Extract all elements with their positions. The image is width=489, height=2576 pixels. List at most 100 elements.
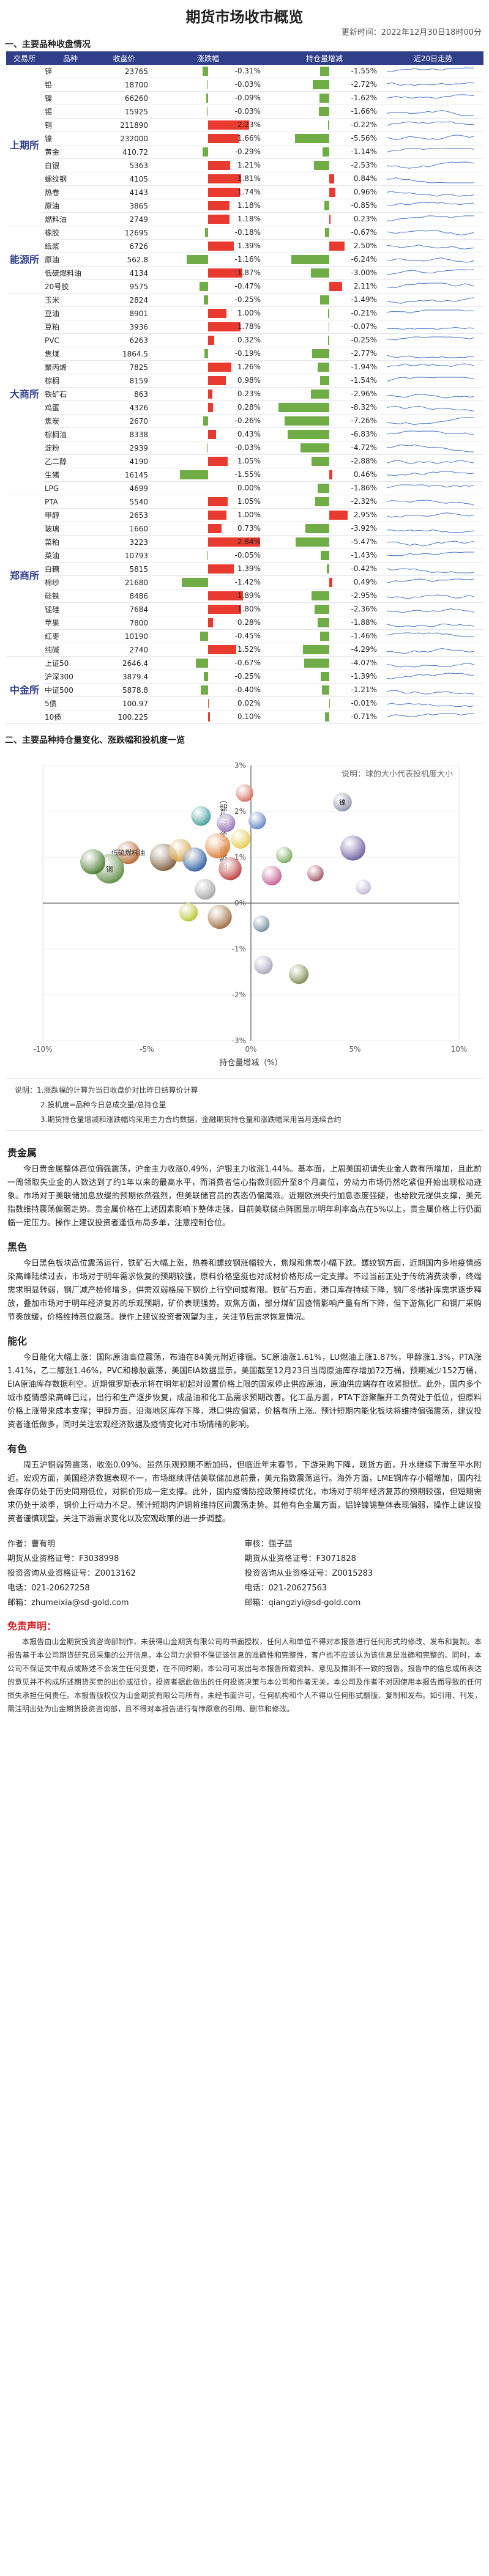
change-cell: 0.28%	[150, 400, 266, 415]
oi-bar	[322, 147, 329, 157]
col-change: 涨跌幅	[150, 51, 266, 65]
change-cell: -0.03%	[150, 78, 266, 92]
change-bar-wrap: -0.03%	[152, 107, 264, 116]
change-bar	[199, 282, 208, 291]
close-cell: 3879.4	[98, 670, 150, 684]
change-cell: -1.42%	[150, 575, 266, 589]
change-value: 1.18%	[237, 215, 261, 223]
oi-change-cell: -7.26%	[266, 414, 383, 428]
oi-change-value: -2.96%	[351, 389, 377, 398]
sparkline-path	[386, 540, 474, 547]
sparkline-path	[386, 148, 474, 152]
oi-bar-wrap: 0.49%	[268, 578, 381, 587]
sparkline	[386, 578, 474, 583]
variety-cell: 铜	[43, 118, 98, 132]
sparkline	[386, 134, 474, 140]
sparkline	[386, 648, 474, 654]
oi-bar-wrap: -2.32%	[268, 497, 381, 506]
oi-change-value: -4.29%	[351, 645, 377, 654]
change-value: -0.29%	[234, 147, 261, 156]
table-row: 焦煤 1864.5 -0.19% -2.77%	[6, 347, 483, 361]
oi-bar-wrap: -2.53%	[268, 161, 381, 170]
close-cell: 7800	[98, 616, 150, 630]
oi-bar-wrap: -2.36%	[268, 605, 381, 614]
trend-cell	[383, 643, 483, 657]
author-consult: 投资咨询从业资格证号：Z0013162	[7, 1569, 136, 1578]
change-value: -0.47%	[234, 282, 261, 290]
variety-cell: 聚丙烯	[43, 360, 98, 374]
trend-cell	[383, 145, 483, 159]
close-cell: 863	[98, 387, 150, 401]
table-row: 低硫燃料油 4134 1.87% -3.00%	[6, 266, 483, 280]
variety-cell: 沪深300	[43, 670, 98, 684]
sparkline	[386, 67, 474, 72]
trend-cell	[383, 602, 483, 616]
oi-change-cell: -0.01%	[266, 696, 383, 710]
change-bar	[208, 430, 216, 439]
change-bar-wrap: -0.47%	[152, 282, 264, 291]
change-bar	[208, 134, 239, 143]
sparkline	[386, 405, 474, 411]
change-value: 1.05%	[237, 457, 261, 465]
scatter-bubble	[254, 956, 273, 975]
table-row: 白糖 5815 1.39% -0.42%	[6, 562, 483, 576]
change-cell: -0.03%	[150, 105, 266, 119]
trend-cell	[383, 347, 483, 361]
change-bar	[203, 147, 208, 157]
scatter-chart: 3% 2% 1% 0% -1% -2% -3% -10% -5% 0% 5% 10% 持仓量增减（%）涨…	[6, 753, 489, 1074]
sparkline	[386, 201, 474, 205]
oi-change-value: 2.50%	[353, 242, 377, 250]
oi-bar	[285, 416, 329, 426]
change-value: 0.43%	[237, 430, 261, 438]
change-value: 1.74%	[237, 188, 261, 196]
change-bar-wrap: -0.67%	[152, 659, 264, 668]
close-cell: 4190	[98, 454, 150, 468]
author-email: 邮箱：zhumeixia@sd-gold.com	[7, 1598, 129, 1607]
sparkline-path	[387, 444, 474, 452]
oi-bar-wrap: -3.92%	[268, 524, 381, 533]
variety-cell: 螺纹钢	[43, 172, 98, 186]
change-bar	[203, 672, 208, 681]
sparkline-path	[386, 551, 474, 556]
trend-cell	[383, 226, 483, 240]
y-tick-label: 3%	[234, 761, 246, 770]
variety-cell: 棕榈油	[43, 427, 98, 441]
col-trend: 近20日走势	[383, 51, 483, 65]
table-row: 原油 562.8 -1.16% -6.24%	[6, 253, 483, 267]
change-bar-wrap: -0.40%	[152, 685, 264, 695]
close-cell: 5815	[98, 562, 150, 576]
change-bar	[208, 645, 236, 654]
table-row: 白银 5363 1.21% -2.53%	[6, 158, 483, 172]
trend-cell	[383, 441, 483, 455]
close-cell: 100.225	[98, 710, 150, 724]
trend-cell	[383, 78, 483, 92]
oi-change-value: 0.46%	[353, 470, 377, 479]
scatter-bubble	[340, 835, 366, 861]
table-row: 菜油 10793 -0.05% -1.43%	[6, 548, 483, 563]
oi-bar-wrap: -1.86%	[268, 484, 381, 493]
sparkline-path	[386, 703, 474, 707]
variety-cell: 豆油	[43, 306, 98, 320]
change-bar	[208, 605, 241, 614]
sparkline-path	[386, 297, 474, 304]
oi-change-cell: -1.39%	[266, 670, 383, 684]
oi-bar	[303, 645, 329, 654]
oi-change-value: -0.07%	[351, 322, 377, 331]
change-value: -0.45%	[234, 632, 261, 640]
sparkline-path	[386, 244, 474, 249]
change-bar-wrap: 1.00%	[152, 309, 264, 318]
table-row: 燃料油 2749 1.18% 0.23%	[6, 212, 483, 226]
exchange-cell: 上期所	[6, 65, 43, 226]
change-cell: -0.67%	[150, 656, 266, 670]
table-row: 20号胶 9575 -0.47% 2.11%	[6, 279, 483, 293]
close-cell: 2939	[98, 441, 150, 455]
trend-cell	[383, 65, 483, 78]
reviewer-name: 审核：强子喆	[244, 1540, 293, 1549]
table-row: 乙二醇 4190 1.05% -2.88%	[6, 454, 483, 468]
table-row: 铁矿石 863 0.23% -2.96%	[6, 387, 483, 401]
change-cell: 1.87%	[150, 266, 266, 280]
oi-bar-wrap: -1.88%	[268, 618, 381, 627]
oi-bar	[329, 511, 348, 520]
trend-cell	[383, 185, 483, 199]
sparkline-path	[386, 67, 474, 72]
